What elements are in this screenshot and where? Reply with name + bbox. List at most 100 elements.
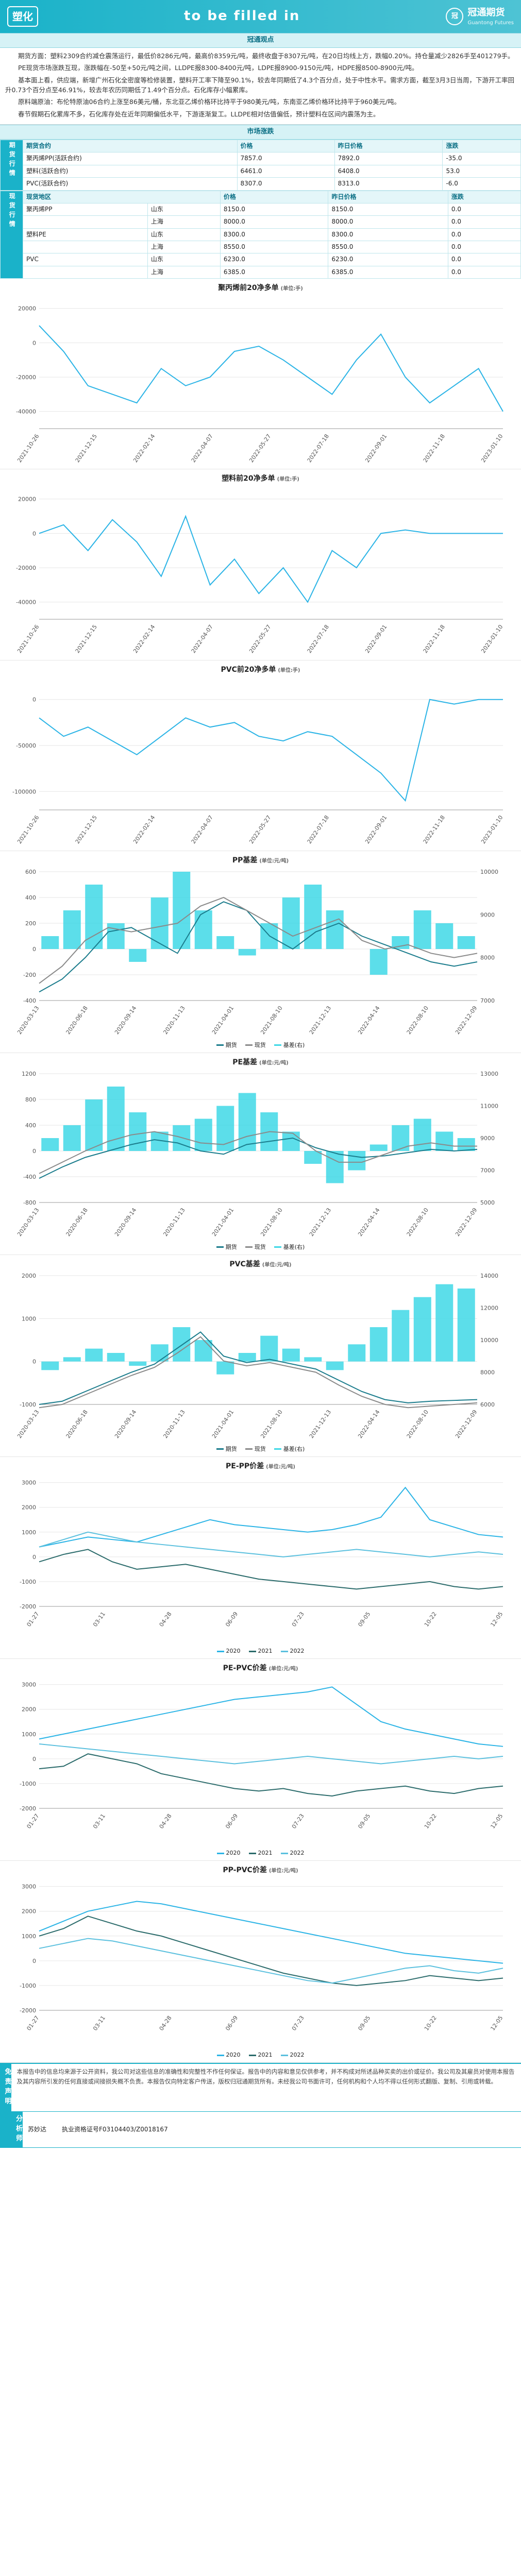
x-tick-label: 07-23	[291, 1813, 306, 1831]
basis-bar	[282, 1131, 300, 1151]
y-tick-label: -2000	[20, 2007, 36, 2014]
x-tick-label: 09-05	[357, 1813, 372, 1831]
legend-label: 现货	[254, 1445, 266, 1452]
legend-swatch	[274, 1246, 281, 1248]
table-row: 聚丙烯PP(活跃合约) 7857.0 7892.0 -35.0	[1, 152, 521, 165]
basis-bar	[348, 1344, 366, 1362]
legend-item: 2022	[280, 1849, 305, 1857]
basis-bar	[326, 1151, 344, 1183]
y-tick-label: -100000	[12, 788, 36, 795]
basis-bar	[413, 910, 431, 949]
spot-cell: 山东	[147, 202, 221, 216]
x-tick-label: 2022-04-14	[357, 1005, 381, 1036]
futures-cell: 聚丙烯PP(活跃合约)	[23, 152, 238, 165]
legend-label: 2020	[226, 1850, 241, 1857]
viewpoint-paragraph-4: 原料端原油：布伦特原油06合约上涨至86美元/桶，东北亚乙烯价格环比持平于980…	[18, 98, 401, 106]
legend-label: 基差(右)	[283, 1041, 305, 1048]
futures-header-contract: 期货合约	[23, 139, 238, 153]
x-tick-label: 12-05	[489, 1611, 504, 1628]
basis-bar	[129, 1112, 147, 1151]
legend-label: 基差(右)	[283, 1243, 305, 1250]
spot-header-price: 价格	[220, 190, 329, 204]
company-block: 冠 冠通期货 Guantong Futures	[446, 6, 514, 27]
chart-unit: (单位:元/吨)	[259, 1060, 289, 1066]
legend-label: 2021	[258, 1648, 273, 1655]
basis-bar	[282, 897, 300, 949]
chart-legend: 2020 2021 2022	[3, 1647, 518, 1655]
y2-tick-label: 14000	[480, 1273, 498, 1279]
chart-svg: 20000 0 -20000 -40000 2021-10-26 2021-12-15 20…	[16, 496, 504, 654]
viewpoint-paragraph-2: PE现货市场涨跌互现，涨跌幅在-50至+50元/吨之间，LLDPE报8300-8…	[18, 64, 418, 72]
table-row: 塑料(活跃合约) 6461.0 6408.0 53.0	[1, 164, 521, 178]
y-tick-label: 0	[32, 1756, 36, 1762]
chart-title: 塑料前20净多单 (单位:手)	[3, 473, 518, 484]
y-tick-label: -400	[23, 997, 36, 1004]
chart-svg: 1200 800 400 0 -400 -800 13000 11000 9000 7000 500…	[16, 1071, 498, 1238]
brand: 塑化	[7, 6, 38, 27]
legend-swatch	[216, 1044, 224, 1046]
y-tick-label: 0	[32, 946, 36, 953]
spot-line	[39, 1131, 477, 1174]
spot-cell: 0.0	[447, 202, 521, 216]
y2-tick-label: 8000	[480, 955, 495, 961]
chart-unit: (单位:元/吨)	[268, 1666, 298, 1672]
y-tick-label: 400	[25, 1122, 36, 1129]
table-row: PVC(活跃合约) 8307.0 8313.0 -6.0	[1, 177, 521, 191]
x-tick-label: 2022-09-01	[364, 623, 388, 654]
y-tick-label: 2000	[22, 1273, 36, 1279]
y2-tick-label: 12000	[480, 1305, 498, 1312]
y2-tick-label: 9000	[480, 911, 495, 918]
basis-bar	[107, 923, 125, 949]
spot-cell: 8550.0	[220, 241, 329, 254]
table-row: 上海 6385.0 6385.0 0.0	[1, 265, 521, 279]
chart-title: PE基差 (单位:元/吨)	[3, 1057, 518, 1067]
table-row: PVC 山东 6230.0 6230.0 0.0	[1, 253, 521, 266]
futures-cell: 6461.0	[237, 164, 335, 178]
x-tick-label: 2023-01-10	[480, 433, 504, 464]
chart-unit: (单位:元/吨)	[266, 1464, 295, 1470]
y2-tick-label: 7000	[480, 997, 495, 1004]
futures-cell: 53.0	[442, 164, 521, 178]
chart-title: PE-PVC价差 (单位:元/吨)	[3, 1663, 518, 1673]
y-tick-label: -400	[23, 1174, 36, 1180]
legend-item: 2022	[280, 2051, 305, 2059]
spot-side-label: 现货行情	[0, 190, 23, 279]
chart-title-text: PVC基差	[229, 1260, 260, 1268]
basis-bar	[457, 936, 475, 949]
legend-label: 期货	[225, 1445, 237, 1452]
chart-title-text: 塑料前20净多单	[222, 474, 275, 483]
company-logo-icon: 冠	[446, 8, 464, 25]
chart-svg: 0 -50000 -100000 2021-10-26 2021-12-15 2022-0…	[12, 697, 504, 845]
x-tick-label: 01-27	[25, 1813, 40, 1831]
x-tick-label: 04-28	[158, 1611, 173, 1628]
legend-label: 2022	[290, 1850, 305, 1857]
company-sub: Guantong Futures	[467, 20, 514, 26]
legend-swatch	[280, 1650, 288, 1652]
x-tick-label: 2021-10-26	[16, 433, 40, 464]
legend-swatch	[248, 1650, 256, 1652]
x-tick-label: 2022-07-18	[306, 623, 330, 654]
legend-swatch	[216, 2054, 224, 2056]
legend-item: 2020	[216, 1647, 241, 1655]
disclaimer-block: 免责声明 本报告中的信息均来源于公开资料，我公司对这些信息的准确性和完整性不作任…	[0, 2063, 521, 2112]
report-logo: 塑化	[7, 6, 38, 27]
legend-swatch	[245, 1246, 253, 1248]
spot-header-change: 涨跌	[447, 190, 521, 204]
x-tick-label: 2022-04-07	[190, 623, 214, 654]
x-tick-label: 2023-01-10	[480, 814, 504, 845]
spot-cell: 8300.0	[328, 228, 448, 242]
legend-label: 期货	[225, 1041, 237, 1048]
y2-tick-label: 9000	[480, 1135, 495, 1142]
futures-cell: -35.0	[442, 152, 521, 165]
basis-bar	[238, 1353, 256, 1362]
y-tick-label: 0	[32, 1359, 36, 1365]
y2-tick-label: 8000	[480, 1369, 495, 1376]
table-row: 上海 8550.0 8550.0 0.0	[1, 241, 521, 254]
disclaimer-label: 免责声明	[0, 2064, 12, 2112]
viewpoint-paragraph-5: 春节假期石化累库不多，石化库存处在近年同期偏低水平，下游逐渐复工。LLDPE相对…	[18, 110, 380, 118]
y-tick-label: -1000	[20, 1781, 36, 1787]
basis-bar	[260, 1335, 278, 1362]
spot-cell: 6230.0	[220, 253, 329, 266]
x-tick-label: 2021-08-10	[259, 1409, 283, 1439]
